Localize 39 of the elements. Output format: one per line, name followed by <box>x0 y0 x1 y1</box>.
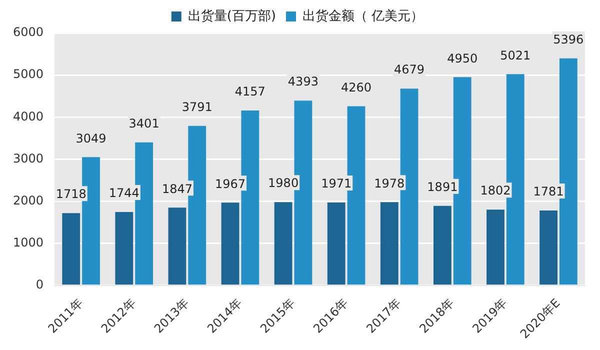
data-label: 1781 <box>533 184 564 199</box>
data-label: 1967 <box>214 176 246 191</box>
y-tick-label: 6000 <box>12 25 44 40</box>
bar <box>540 210 558 285</box>
data-label: 1980 <box>268 176 299 190</box>
legend-label: 出货量(百万部) <box>188 8 276 24</box>
data-label: 4393 <box>288 74 318 89</box>
data-label: 4950 <box>447 51 478 66</box>
bar <box>433 206 452 285</box>
data-label: 5396 <box>553 32 584 47</box>
bar <box>168 208 186 285</box>
data-label: 1891 <box>427 180 458 194</box>
data-label: 5021 <box>500 48 531 62</box>
bar <box>274 202 292 285</box>
bar <box>62 213 80 285</box>
data-label: 1744 <box>108 186 140 200</box>
data-label: 4260 <box>340 80 372 94</box>
data-label: 4679 <box>394 62 425 77</box>
bar <box>486 210 504 285</box>
y-tick-label: 5000 <box>12 67 44 82</box>
y-tick-label: 1000 <box>12 235 44 250</box>
data-label: 4157 <box>234 84 266 99</box>
bar <box>115 212 134 285</box>
bar <box>221 202 240 285</box>
y-tick-label: 3000 <box>12 151 44 166</box>
y-tick-label: 2000 <box>12 193 44 208</box>
bar <box>380 202 398 285</box>
data-label: 3401 <box>128 116 160 130</box>
data-label: 1802 <box>480 184 511 198</box>
y-tick-label: 0 <box>36 278 44 292</box>
data-label: 1847 <box>162 182 192 196</box>
data-label: 3791 <box>182 100 212 114</box>
data-label: 1978 <box>374 176 405 190</box>
bar <box>327 202 346 285</box>
y-tick-label: 4000 <box>12 109 44 124</box>
data-label: 1718 <box>56 187 86 202</box>
legend-label: 出货金额（ 亿美元） <box>302 8 424 24</box>
data-label: 1971 <box>321 176 352 191</box>
data-label: 3049 <box>76 131 106 146</box>
